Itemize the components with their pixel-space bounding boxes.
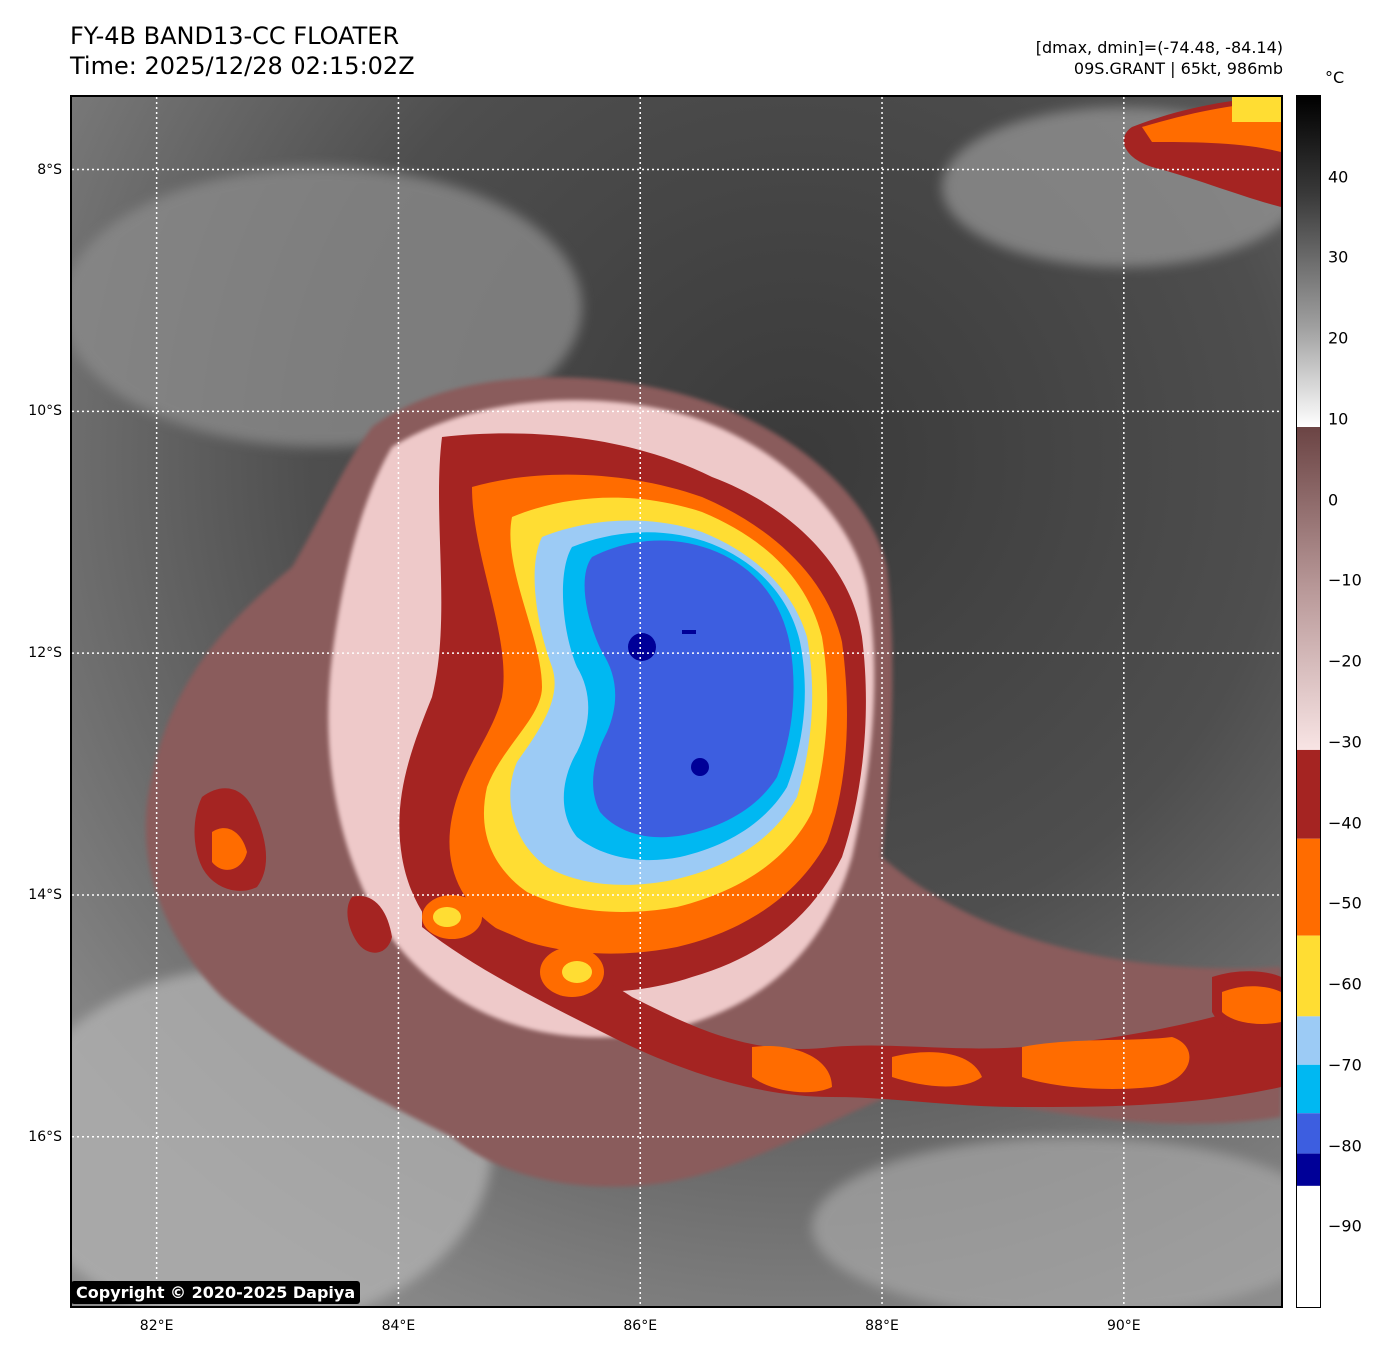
- rainband-hotspot-1-core: [433, 907, 461, 927]
- colorbar-navy-segment: [1297, 1153, 1320, 1186]
- southeast-edge-core: [1222, 986, 1281, 1024]
- latitude-label: 12°S: [28, 645, 62, 662]
- colorbar-unit: °C: [1325, 68, 1345, 87]
- colorbar-tick-label: −80: [1328, 1136, 1362, 1156]
- colorbar-tick-label: −60: [1328, 974, 1362, 994]
- colorbar-tick-label: 10: [1328, 409, 1349, 429]
- coldest-spot-3: [682, 630, 696, 634]
- temperature-range-text: [dmax, dmin]=(-74.48, -84.14): [1035, 38, 1283, 57]
- latitude-label: 14°S: [28, 886, 62, 903]
- copyright-badge: Copyright © 2020-2025 Dapiya: [71, 1281, 361, 1304]
- western-cell-core: [212, 828, 247, 870]
- colorbar-gray-segment: [1297, 96, 1320, 428]
- colorbar-tick-label: −20: [1328, 651, 1362, 671]
- colorbar-cyan-segment: [1297, 1064, 1320, 1114]
- satellite-map: [70, 95, 1283, 1308]
- longitude-label: 90°E: [1106, 1318, 1141, 1334]
- northeast-cell-hot: [1232, 97, 1281, 122]
- longitude-label: 88°E: [865, 1318, 899, 1334]
- latitude-label: 8°S: [37, 161, 62, 178]
- colorbar-mauve-segment: [1297, 427, 1320, 750]
- colorbar-tick-label: −70: [1328, 1055, 1362, 1075]
- western-cell-2: [347, 896, 392, 953]
- colorbar-tick-label: −90: [1328, 1216, 1362, 1236]
- colorbar-tick-label: −10: [1328, 570, 1362, 590]
- colorbar-tick-label: 40: [1328, 167, 1349, 187]
- colorbar-tick-label: 30: [1328, 247, 1349, 267]
- latitude-label: 10°S: [28, 403, 62, 420]
- colorbar-tick-label: −30: [1328, 732, 1362, 752]
- chart-time: Time: 2025/12/28 02:15:02Z: [70, 52, 415, 80]
- colorbar-tick-label: 0: [1328, 490, 1339, 510]
- coldest-spot-2: [691, 758, 709, 776]
- colorbar-tick-label: 20: [1328, 328, 1349, 348]
- longitude-label: 86°E: [623, 1318, 658, 1334]
- royal-blue-core: [584, 540, 794, 838]
- colorbar: [1296, 95, 1321, 1308]
- cloud-band-se: [812, 1137, 1281, 1306]
- colorbar-dark-red-segment: [1297, 749, 1320, 839]
- colorbar-royal-blue-segment: [1297, 1113, 1320, 1154]
- longitude-label: 82°E: [139, 1318, 174, 1334]
- longitude-label: 84°E: [381, 1318, 416, 1334]
- coldest-spot-1: [628, 633, 656, 661]
- rainband-hotspot-2-core: [562, 961, 592, 983]
- colorbar-yellow-segment: [1297, 935, 1320, 1017]
- colorbar-tick-label: −50: [1328, 893, 1362, 913]
- southern-rainband-core: [752, 1037, 1190, 1093]
- chart-title: FY-4B BAND13-CC FLOATER: [70, 22, 400, 50]
- storm-info-text: 09S.GRANT | 65kt, 986mb: [1073, 59, 1283, 78]
- colorbar-tick-label: −40: [1328, 813, 1362, 833]
- graticule: [72, 97, 1281, 1306]
- colorbar-orange-segment: [1297, 838, 1320, 936]
- satellite-image: [72, 97, 1281, 1306]
- latitude-label: 16°S: [28, 1128, 62, 1145]
- colorbar-gradient: [1297, 96, 1320, 1307]
- colorbar-light-blue-segment: [1297, 1016, 1320, 1065]
- colorbar-white-segment: [1297, 1185, 1320, 1307]
- cloud-band-nw: [72, 167, 582, 447]
